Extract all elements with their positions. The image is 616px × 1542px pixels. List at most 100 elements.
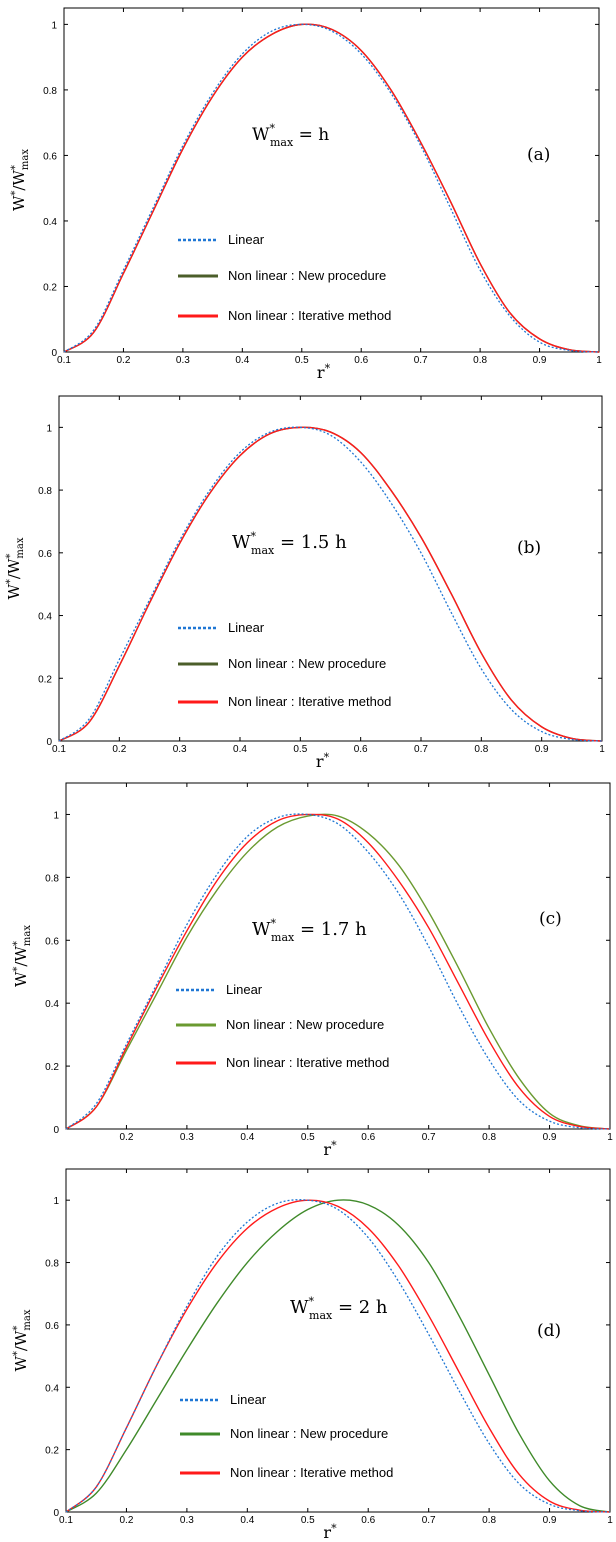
x-tick-label: 0.8 [473, 355, 487, 366]
x-tick-label: 0.5 [301, 1132, 315, 1143]
x-tick-label: 0.7 [414, 355, 428, 366]
series-line-new [65, 1199, 611, 1513]
legend-label-new: Non linear : New procedure [226, 1017, 384, 1032]
panel-label: (c) [539, 909, 562, 929]
x-tick-label: 1 [596, 355, 602, 366]
series-line-linear [63, 23, 600, 353]
legend-label-linear: Linear [226, 982, 263, 997]
y-tick-label: 0.2 [38, 674, 52, 685]
y-axis-label: W*/W*max [5, 537, 26, 599]
amplitude-annotation: W* max = 1.5 h [232, 530, 347, 557]
y-tick-label: 0.2 [43, 282, 57, 293]
plot-frame [58, 395, 603, 742]
y-tick-label: 0.2 [45, 1062, 59, 1073]
legend-label-iter: Non linear : Iterative method [230, 1465, 393, 1480]
series-line-new [63, 23, 600, 353]
legend-label-new: Non linear : New procedure [228, 656, 386, 671]
panel-label: (d) [537, 1321, 561, 1341]
x-tick-label: 0.3 [180, 1515, 194, 1526]
legend-label-linear: Linear [228, 232, 265, 247]
series-line-new [65, 813, 611, 1130]
chart-panel: 0.2 0.3 0.4 0.5 0.6 0.7 0.8 0.9 1 0 0.2 0.4 0.6 0.8 1 r… [12, 782, 613, 1159]
y-tick-label: 0.4 [38, 612, 52, 623]
chart-panel: 0.1 0.2 0.3 0.4 0.5 0.6 0.7 0.8 0.9 1 0 0.2 0.4 0.6 0.… [10, 7, 602, 382]
x-tick-label: 0.4 [235, 355, 249, 366]
y-tick-label: 0.6 [45, 936, 59, 947]
x-tick-label: 0.7 [422, 1515, 436, 1526]
x-tick-label: 0.4 [233, 744, 247, 755]
legend-label-iter: Non linear : Iterative method [226, 1055, 389, 1070]
x-tick-label: 0.9 [543, 1515, 557, 1526]
series-line-iter [65, 813, 611, 1130]
legend-label-iter: Non linear : Iterative method [228, 308, 391, 323]
series-line-iter [58, 426, 603, 742]
x-tick-label: 0.5 [295, 355, 309, 366]
x-tick-label: 0.8 [474, 744, 488, 755]
x-tick-label: 0.2 [116, 355, 130, 366]
x-tick-label: 0.8 [482, 1515, 496, 1526]
y-tick-label: 0.4 [45, 1383, 59, 1394]
panel-label: (b) [517, 538, 541, 558]
amplitude-annotation: W* max = h [252, 122, 329, 149]
x-tick-label: 0.9 [535, 744, 549, 755]
x-axis-label: r* [316, 751, 330, 771]
x-tick-label: 0.1 [57, 355, 71, 366]
legend-label-new: Non linear : New procedure [230, 1426, 388, 1441]
y-tick-label: 0 [46, 737, 52, 748]
y-tick-label: 0.8 [43, 86, 57, 97]
y-tick-label: 1 [53, 810, 59, 821]
x-tick-label: 0.8 [482, 1132, 496, 1143]
x-tick-label: 0.5 [301, 1515, 315, 1526]
y-tick-label: 0.8 [45, 873, 59, 884]
x-tick-label: 0.3 [180, 1132, 194, 1143]
amplitude-annotation: W* max = 2 h [290, 1295, 388, 1322]
y-tick-label: 0.6 [38, 549, 52, 560]
y-tick-label: 0.6 [43, 151, 57, 162]
series-line-linear [65, 813, 611, 1130]
y-tick-label: 1 [51, 20, 57, 31]
x-tick-label: 0.6 [354, 744, 368, 755]
x-tick-label: 0.1 [59, 1515, 73, 1526]
y-tick-label: 0.8 [38, 486, 52, 497]
x-tick-label: 0.6 [361, 1132, 375, 1143]
legend-label-linear: Linear [228, 620, 265, 635]
y-tick-label: 0.8 [45, 1259, 59, 1270]
x-tick-label: 1 [607, 1132, 613, 1143]
x-tick-label: 0.3 [173, 744, 187, 755]
x-axis-label: r* [317, 362, 331, 382]
y-axis-label: W*/W*max [12, 1309, 33, 1371]
x-tick-label: 0.9 [543, 1132, 557, 1143]
legend-label-iter: Non linear : Iterative method [228, 694, 391, 709]
x-tick-label: 0.1 [52, 744, 66, 755]
x-tick-label: 0.5 [293, 744, 307, 755]
chart-panel: 0.1 0.2 0.3 0.4 0.5 0.6 0.7 0.8 0.9 1 0 0.2 0.4 0.6 0.… [5, 395, 605, 771]
y-tick-label: 0.6 [45, 1321, 59, 1332]
y-axis-label: W*/W*max [12, 925, 33, 987]
panel-label: (a) [527, 145, 550, 165]
legend-label-linear: Linear [230, 1392, 267, 1407]
x-tick-label: 0.3 [176, 355, 190, 366]
y-axis-label: W*/W*max [10, 149, 31, 211]
legend-label-new: Non linear : New procedure [228, 268, 386, 283]
x-tick-label: 0.2 [119, 1515, 133, 1526]
amplitude-annotation: W* max = 1.7 h [252, 917, 367, 944]
x-tick-label: 0.7 [414, 744, 428, 755]
x-axis-label: r* [323, 1139, 337, 1159]
x-tick-label: 0.7 [422, 1132, 436, 1143]
y-tick-label: 0 [53, 1125, 59, 1136]
plot-frame [65, 782, 611, 1130]
x-tick-label: 0.4 [240, 1515, 254, 1526]
chart-panel: 0.1 0.2 0.3 0.4 0.5 0.6 0.7 0.8 0.9 1 0 0.2 0.4 0.6 0.… [12, 1168, 613, 1542]
y-tick-label: 1 [46, 423, 52, 434]
plot-frame [63, 7, 600, 353]
x-tick-label: 0.2 [119, 1132, 133, 1143]
x-tick-label: 1 [599, 744, 605, 755]
y-tick-label: 1 [53, 1196, 59, 1207]
x-axis-label: r* [323, 1522, 337, 1542]
y-tick-label: 0.4 [45, 999, 59, 1010]
y-tick-label: 0 [53, 1508, 59, 1519]
y-tick-label: 0.2 [45, 1446, 59, 1457]
x-tick-label: 0.6 [361, 1515, 375, 1526]
y-tick-label: 0 [51, 348, 57, 359]
